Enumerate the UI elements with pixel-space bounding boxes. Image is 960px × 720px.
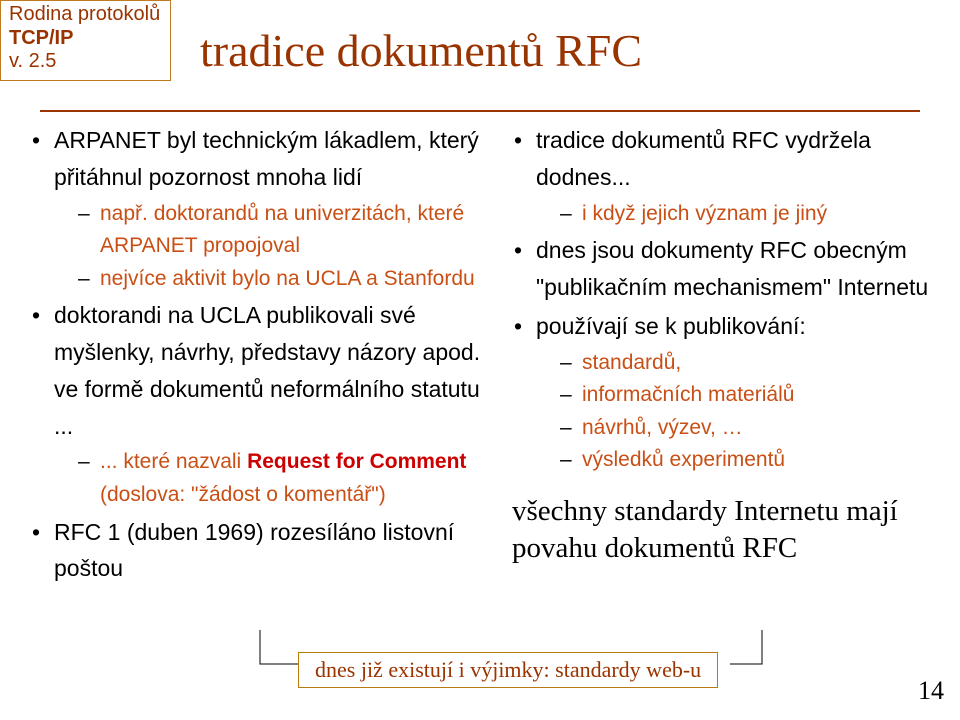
left-b1-text: ARPANET byl technickým lákadlem, který p… [54, 127, 479, 190]
right-b3-sub3: návrhů, výzev, … [560, 412, 936, 445]
left-column: ARPANET byl technickým lákadlem, který p… [30, 122, 484, 589]
right-bullet-2: dnes jsou dokumenty RFC obecným "publika… [512, 232, 936, 306]
right-b1-sub1: i když jejich význam je jiný [560, 198, 936, 231]
left-b1-sub2: nejvíce aktivit bylo na UCLA a Stanfordu [78, 263, 484, 296]
right-b3-sub1: standardů, [560, 347, 936, 380]
left-b1-sub1: např. doktorandů na univerzitách, které … [78, 198, 484, 263]
footnote-text: dnes již existují i výjimky: standardy w… [315, 657, 701, 682]
left-bullet-3: RFC 1 (duben 1969) rozesíláno listovní p… [30, 514, 484, 588]
right-b3-sub4: výsledků experimentů [560, 444, 936, 477]
header-line-2: TCP/IP [9, 27, 160, 51]
right-b3-sub2: informačních materiálů [560, 379, 936, 412]
slide: Rodina protokolů TCP/IP v. 2.5 tradice d… [0, 0, 960, 720]
left-b2-text: doktorandi na UCLA publikovali své myšle… [54, 302, 480, 438]
right-column: tradice dokumentů RFC vydržela dodnes...… [512, 122, 936, 589]
left-b2s1-bold: Request for Comment [247, 450, 466, 473]
left-b2s1-pre: ... které nazvali [100, 450, 247, 473]
right-bullet-1: tradice dokumentů RFC vydržela dodnes...… [512, 122, 936, 230]
left-bullet-1: ARPANET byl technickým lákadlem, který p… [30, 122, 484, 295]
left-b2s1-post: (doslova: "žádost o komentář") [100, 483, 386, 506]
right-bullet-3: používají se k publikování: standardů, i… [512, 308, 936, 477]
slide-title: tradice dokumentů RFC [200, 24, 642, 77]
header-line-3: v. 2.5 [9, 50, 160, 74]
right-b3-text: používají se k publikování: [536, 313, 806, 339]
right-b1-text: tradice dokumentů RFC vydržela dodnes... [536, 127, 871, 190]
body-columns: ARPANET byl technickým lákadlem, který p… [30, 122, 936, 589]
summary-statement: všechny standardy Internetu mají povahu … [512, 493, 936, 568]
header-line-1: Rodina protokolů [9, 3, 160, 27]
page-number: 14 [918, 676, 944, 706]
left-b2-sub1: ... které nazvali Request for Comment (d… [78, 446, 484, 511]
title-underline [40, 110, 920, 112]
header-box: Rodina protokolů TCP/IP v. 2.5 [0, 0, 171, 81]
left-bullet-2: doktorandi na UCLA publikovali své myšle… [30, 297, 484, 511]
footnote-box: dnes již existují i výjimky: standardy w… [298, 652, 718, 688]
